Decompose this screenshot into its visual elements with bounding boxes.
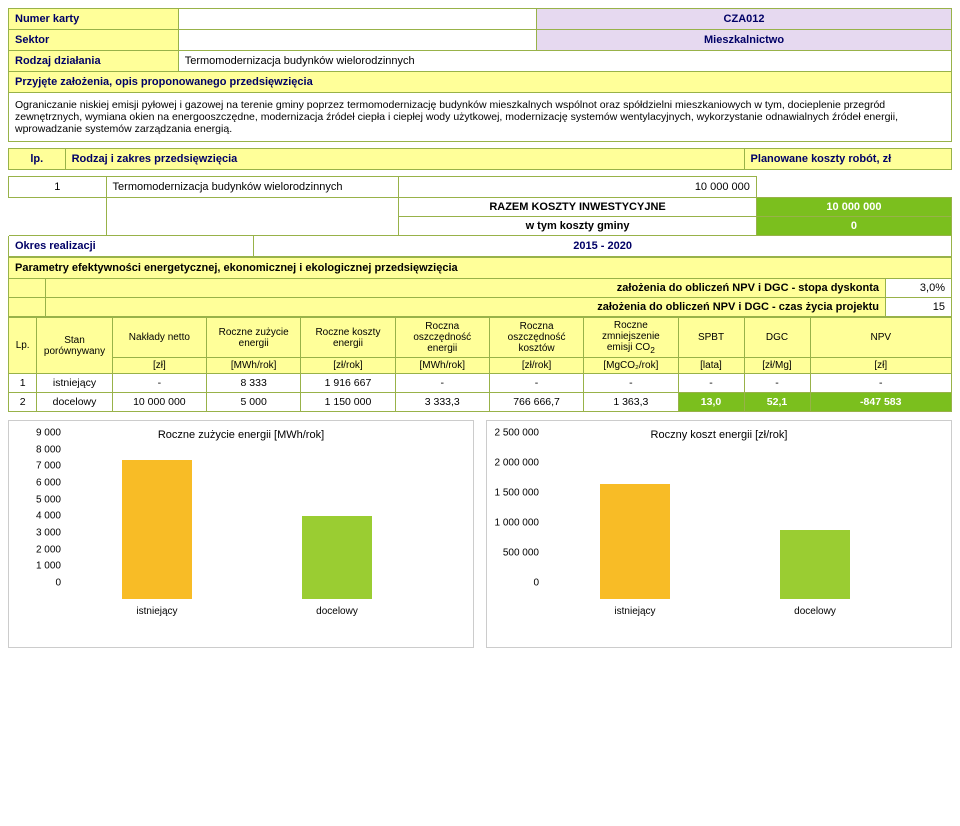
h-zuzycie: Roczne zużycie energii [207,318,301,358]
lp-header: lp. [9,149,66,170]
u-zuzycie: [MWh/rok] [207,358,301,374]
h-lp: Lp. [9,318,37,374]
h-dgc: DGC [744,318,810,358]
chart-bar [302,516,372,599]
y-tick-label: 6 000 [36,478,61,489]
u-osz-k: [zł/rok] [489,358,583,374]
x-tick-label: docelowy [277,606,397,617]
calc-table: Lp. Stan porównywany Nakłady netto Roczn… [8,317,952,412]
y-tick-label: 9 000 [36,428,61,439]
okres-label: Okres realizacji [9,236,254,257]
h-osz-k: Roczna oszczędność kosztów [489,318,583,358]
razem-value: 10 000 000 [756,198,951,217]
sektor-value: Mieszkalnictwo [537,30,952,51]
koszty-header: Planowane koszty robót, zł [744,149,951,170]
row-cost: 10 000 000 [399,177,757,198]
chart-bar [600,484,670,599]
chart-right: Roczny koszt energii [zł/rok] 2 500 000 2… [486,420,952,648]
wtym-label: w tym koszty gminy [399,217,757,236]
y-tick-label: 0 [55,578,61,589]
y-tick-label: 1 000 [36,561,61,572]
y-tick-label: 2 000 [36,544,61,555]
table-row: 1 istniejący - 8 333 1 916 667 - - - - -… [9,374,952,393]
numer-label: Numer karty [9,9,179,30]
y-tick-label: 3 000 [36,528,61,539]
sektor-label: Sektor [9,30,179,51]
u-osz-en: [MWh/rok] [395,358,489,374]
okres-table: Okres realizacji 2015 - 2020 [8,236,952,257]
h-npv: NPV [810,318,952,358]
y-tick-label: 7 000 [36,461,61,472]
table-row: 2 docelowy 10 000 000 5 000 1 150 000 3 … [9,393,952,412]
zakres-header: Rodzaj i zakres przedsięwzięcia [65,149,744,170]
y-tick-label: 2 500 000 [495,428,540,439]
u-naklady: [zł] [112,358,206,374]
chart-bar [122,460,192,599]
okres-value: 2015 - 2020 [254,236,952,257]
blank-cell-1 [178,9,536,30]
y-tick-label: 8 000 [36,444,61,455]
chart-right-title: Roczny koszt energii [zł/rok] [495,429,943,441]
scope-table: lp. Rodzaj i zakres przedsięwzięcia Plan… [8,148,952,170]
u-dgc: [zł/Mg] [744,358,810,374]
y-tick-label: 0 [533,578,539,589]
charts-container: Roczne zużycie energii [MWh/rok] 9 000 8 … [8,420,952,648]
razem-label: RAZEM KOSZTY INWESTYCYJNE [399,198,757,217]
u-spbt: [lata] [678,358,744,374]
stopa-label: założenia do obliczeń NPV i DGC - stopa … [46,279,886,298]
y-tick-label: 1 500 000 [495,488,540,499]
h-co2: Roczne zmniejszenie emisji CO2 [584,318,678,358]
row-name: Termomodernizacja budynków wielorodzinny… [106,177,399,198]
chart-left-title: Roczne zużycie energii [MWh/rok] [17,429,465,441]
czas-value: 15 [886,298,952,317]
h-koszty: Roczne koszty energii [301,318,395,358]
x-tick-label: istniejący [575,606,695,617]
row-lp: 1 [9,177,107,198]
numer-value: CZA012 [537,9,952,30]
h-stan: Stan porównywany [37,318,112,374]
x-tick-label: docelowy [755,606,875,617]
u-co2: [MgCO₂/rok] [584,358,678,374]
y-tick-label: 2 000 000 [495,458,540,469]
rodzaj-label: Rodzaj działania [9,51,179,72]
chart-left: Roczne zużycie energii [MWh/rok] 9 000 8 … [8,420,474,648]
rodzaj-value: Termomodernizacja budynków wielorodzinny… [178,51,951,72]
h-spbt: SPBT [678,318,744,358]
x-tick-label: istniejący [97,606,217,617]
scope-data-table: 1 Termomodernizacja budynków wielorodzin… [8,176,952,236]
y-tick-label: 500 000 [503,548,539,559]
y-tick-label: 4 000 [36,511,61,522]
y-tick-label: 1 000 000 [495,518,540,529]
h-naklady: Nakłady netto [112,318,206,358]
u-koszty: [zł/rok] [301,358,395,374]
y-tick-label: 5 000 [36,494,61,505]
stopa-value: 3,0% [886,279,952,298]
wtym-value: 0 [756,217,951,236]
blank-cell-2 [178,30,536,51]
params-title: Parametry efektywności energetycznej, ek… [9,258,952,279]
chart-bar [780,530,850,599]
u-npv: [zł] [810,358,952,374]
params-table: Parametry efektywności energetycznej, ek… [8,257,952,317]
h-osz-en: Roczna oszczędność energii [395,318,489,358]
czas-label: założenia do obliczeń NPV i DGC - czas ż… [46,298,886,317]
zalozenia-label: Przyjęte założenia, opis proponowanego p… [9,72,952,93]
header-table: Numer karty CZA012 Sektor Mieszkalnictwo… [8,8,952,142]
description-text: Ograniczanie niskiej emisji pyłowej i ga… [9,93,952,142]
